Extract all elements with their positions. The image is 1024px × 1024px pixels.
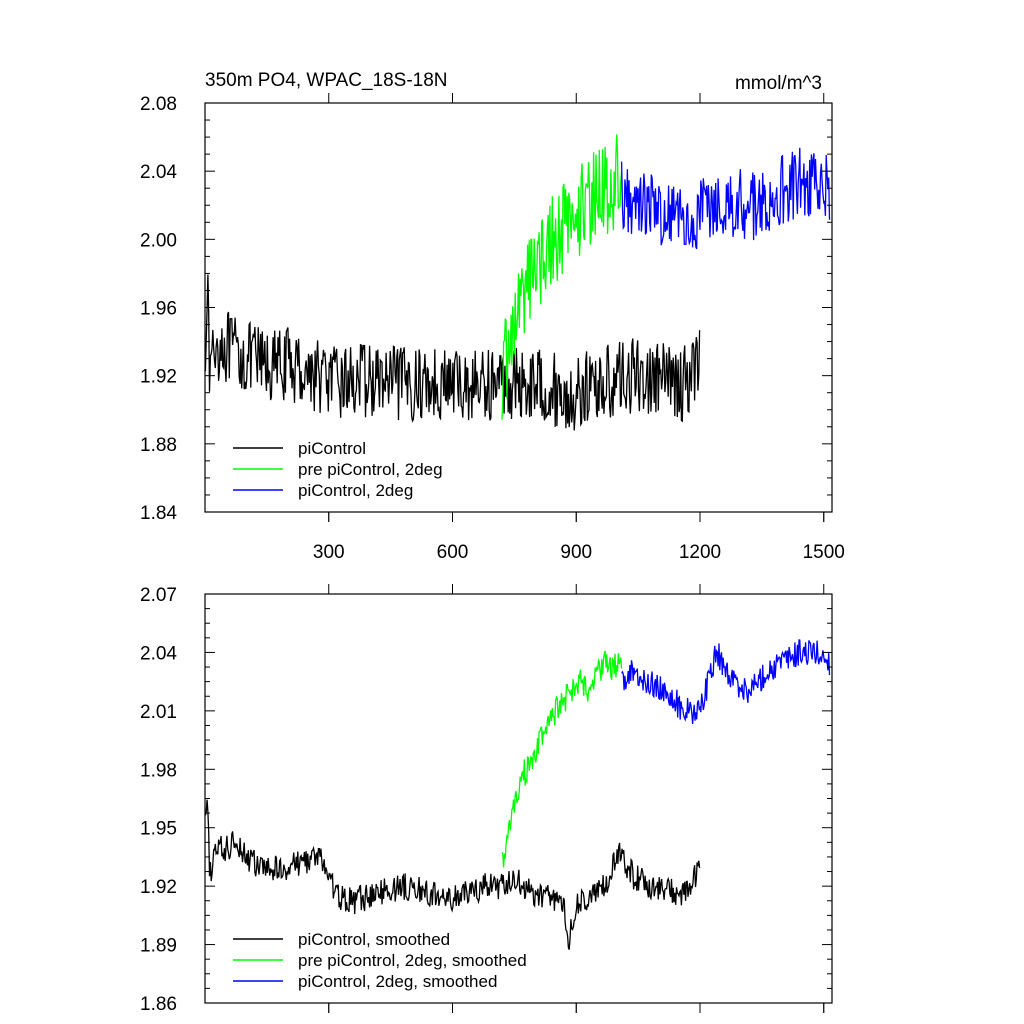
- y-tick-label: 1.88: [140, 435, 177, 456]
- y-tick-label: 1.98: [140, 760, 177, 781]
- x-tick-label: 1200: [679, 542, 721, 563]
- y-tick-label: 1.86: [140, 994, 177, 1015]
- y-tick-label: 2.04: [140, 643, 177, 664]
- series-line-0: [205, 274, 701, 431]
- series-line-1: [501, 650, 623, 868]
- x-tick-label: 600: [437, 542, 469, 563]
- legend-label-2: piControl, 2deg: [298, 481, 413, 500]
- bottom-panel: 1.86 1.89 1.92 1.95 1.98 2.01 2.04 2.07 piContro…: [140, 584, 833, 1015]
- series-line-0: [205, 799, 701, 950]
- y-tick-label: 2.00: [140, 230, 177, 251]
- chart-title: 350m PO4, WPAC_18S-18N: [205, 70, 448, 91]
- y-tick-label: 1.96: [140, 299, 177, 320]
- y-tick-label: 1.92: [140, 877, 177, 898]
- x-tick-label: 1500: [803, 542, 845, 563]
- y-tick-label: 1.89: [140, 936, 177, 957]
- y-tick-label: 2.08: [140, 94, 177, 115]
- x-tick-label: 300: [313, 542, 345, 563]
- y-tick-label: 2.07: [140, 585, 177, 606]
- y-tick-label: 1.92: [140, 367, 177, 388]
- legend-label-1: pre piControl, 2deg, smoothed: [298, 951, 527, 970]
- series-line-2: [620, 147, 831, 250]
- series-line-1: [501, 134, 623, 420]
- legend-label-2: piControl, 2deg, smoothed: [298, 972, 497, 991]
- y-tick-label: 2.04: [140, 162, 177, 183]
- y-tick-label: 1.95: [140, 819, 177, 840]
- legend-label-0: piControl: [298, 439, 366, 458]
- y-tick-label: 1.84: [140, 503, 177, 524]
- y-tick-label: 2.01: [140, 702, 177, 723]
- x-tick-label: 900: [560, 542, 592, 563]
- series-line-2: [621, 639, 831, 725]
- top-panel: 300 600 900 1200 1500 1.84 1.88 1.92 1.96 2.00 2.0…: [140, 70, 845, 563]
- chart-units: mmol/m^3: [735, 73, 822, 94]
- legend-label-0: piControl, smoothed: [298, 930, 450, 949]
- legend-label-1: pre piControl, 2deg: [298, 460, 443, 479]
